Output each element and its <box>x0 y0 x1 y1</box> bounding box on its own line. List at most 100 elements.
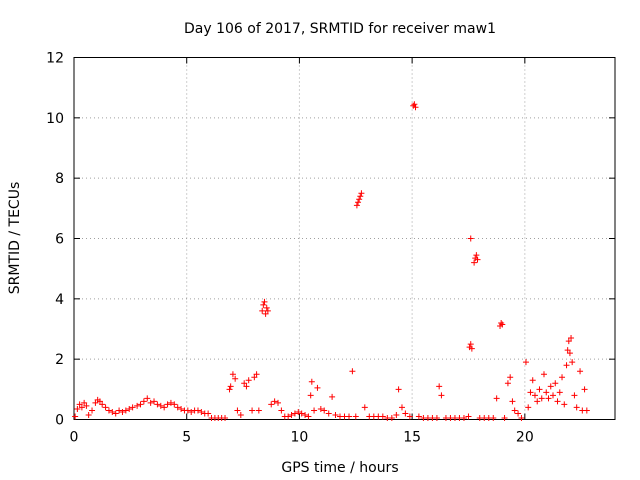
data-point <box>255 407 262 414</box>
data-point <box>468 345 475 352</box>
data-point <box>569 359 576 366</box>
data-point <box>96 398 103 405</box>
y-tick-label: 6 <box>55 232 64 248</box>
data-point <box>147 399 154 406</box>
data-point <box>116 407 123 414</box>
data-point <box>249 407 256 414</box>
data-point <box>379 413 386 420</box>
data-point <box>577 368 584 375</box>
x-tick-label: 20 <box>516 430 534 446</box>
data-point <box>92 399 99 406</box>
data-point <box>568 335 575 342</box>
data-point <box>436 383 443 390</box>
data-point <box>275 399 282 406</box>
data-point <box>515 410 522 417</box>
data-point <box>490 414 497 421</box>
data-point <box>119 408 126 415</box>
data-point <box>471 259 478 266</box>
data-point <box>288 411 295 418</box>
data-point <box>460 414 467 421</box>
data-point <box>261 298 268 305</box>
data-point <box>78 404 85 411</box>
x-tick-label: 15 <box>403 430 421 446</box>
data-point <box>167 399 174 406</box>
data-point <box>122 407 129 414</box>
data-point <box>504 380 511 387</box>
data-point <box>222 414 229 421</box>
data-point <box>536 386 543 393</box>
data-point <box>174 404 181 411</box>
data-point <box>321 407 328 414</box>
data-point <box>564 347 571 354</box>
marker-layer <box>72 101 590 421</box>
data-point <box>259 307 266 314</box>
data-point <box>474 256 481 263</box>
data-point <box>493 395 500 402</box>
data-point <box>302 411 309 418</box>
data-point <box>358 190 365 197</box>
data-point <box>109 408 116 415</box>
data-point <box>402 410 409 417</box>
data-point <box>308 378 315 385</box>
data-point <box>412 104 419 111</box>
data-point <box>543 389 550 396</box>
data-point <box>305 413 312 420</box>
data-point <box>99 401 106 408</box>
data-point <box>85 411 92 418</box>
data-point <box>268 401 275 408</box>
data-point <box>134 402 141 409</box>
data-point <box>198 408 205 415</box>
data-point <box>571 392 578 399</box>
y-tick-label: 0 <box>55 413 64 429</box>
data-point <box>507 374 514 381</box>
data-point <box>154 401 161 408</box>
data-point <box>355 199 362 206</box>
data-point <box>137 401 144 408</box>
y-tick-label: 10 <box>46 111 64 127</box>
data-point <box>171 401 178 408</box>
data-point <box>105 407 112 414</box>
data-point <box>81 399 88 406</box>
y-tick-label: 2 <box>55 352 64 368</box>
data-point <box>509 398 516 405</box>
data-point <box>556 389 563 396</box>
x-axis-label: GPS time / hours <box>281 460 398 476</box>
data-point <box>438 392 445 399</box>
data-point <box>465 413 472 420</box>
data-point <box>346 413 353 420</box>
data-point <box>388 414 395 421</box>
data-point <box>298 410 305 417</box>
data-point <box>314 384 321 391</box>
data-point <box>525 404 532 411</box>
data-point <box>563 362 570 369</box>
data-point <box>251 374 258 381</box>
data-point <box>262 310 269 317</box>
data-point <box>229 371 236 378</box>
data-point <box>538 395 545 402</box>
data-point <box>332 411 339 418</box>
data-point <box>467 341 474 348</box>
data-point <box>395 386 402 393</box>
data-point <box>243 383 250 390</box>
data-point <box>285 413 292 420</box>
data-point <box>263 304 270 311</box>
data-point <box>529 377 536 384</box>
data-point <box>241 380 248 387</box>
x-tick-label: 5 <box>182 430 191 446</box>
data-point <box>178 405 185 412</box>
data-point <box>353 202 360 209</box>
data-point <box>76 401 83 408</box>
data-point <box>164 401 171 408</box>
data-point <box>102 404 109 411</box>
data-point <box>232 375 239 382</box>
data-point <box>473 252 480 259</box>
data-point <box>527 389 534 396</box>
data-point <box>291 410 298 417</box>
data-point <box>89 407 96 414</box>
data-point <box>311 407 318 414</box>
data-point <box>501 414 508 421</box>
tick-layer: 0 5 10 15 20 0 2 4 6 8 10 12 <box>46 51 615 446</box>
x-tick-label: 0 <box>70 430 79 446</box>
x-tick-label: 10 <box>291 430 309 446</box>
data-point <box>74 405 81 412</box>
